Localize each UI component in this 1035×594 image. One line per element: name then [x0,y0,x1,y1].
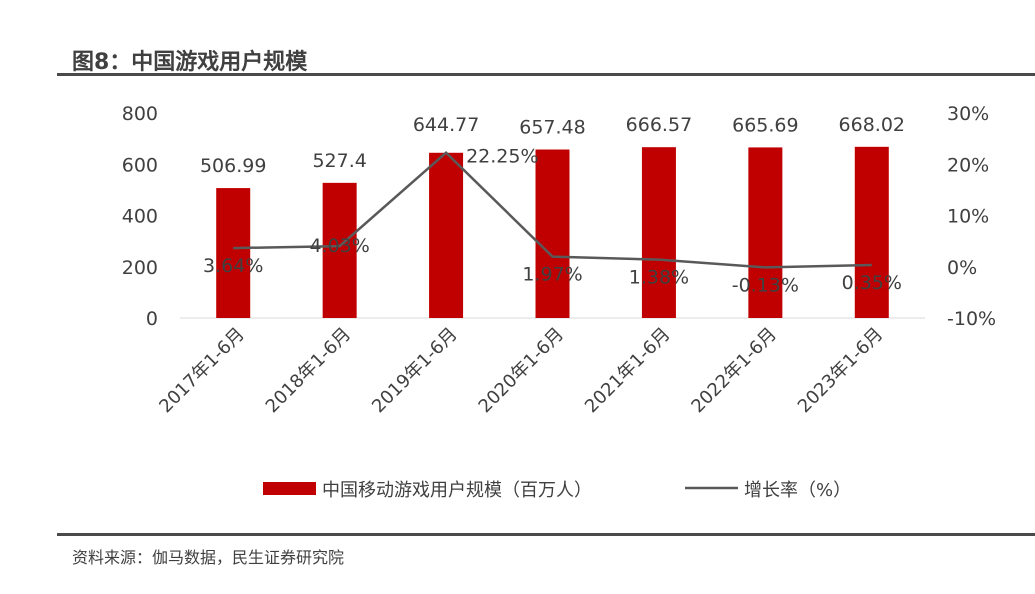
line-data-label: 3.64% [203,255,263,277]
bar-data-label: 644.77 [413,114,479,136]
x-axis-tick: 2022年1-6月 [687,324,780,417]
bar-data-label: 668.02 [839,114,905,136]
legend-line-label: 增长率（%） [744,480,851,501]
bar [535,149,570,318]
right-axis-tick: -10% [947,308,996,330]
x-axis-tick: 2020年1-6月 [475,324,568,417]
x-axis-tick: 2023年1-6月 [794,324,887,417]
line-data-label: -0.13% [732,274,799,296]
line-data-label: 22.25% [466,146,538,168]
x-axis-tick: 2019年1-6月 [368,324,461,417]
left-axis-tick: 200 [122,257,158,279]
bar-data-label: 657.48 [519,117,585,139]
bar-data-label: 665.69 [732,114,798,136]
figure-title: 图8：中国游戏用户规模 [72,50,308,75]
left-axis-tick: 600 [122,154,158,176]
left-axis-tick: 400 [122,206,158,228]
line-data-label: 0.35% [842,272,902,294]
bar-data-label: 527.4 [312,150,366,172]
bar [854,146,889,318]
right-axis-tick: 20% [947,154,989,176]
left-axis-tick: 800 [122,103,158,125]
bar-data-label: 506.99 [200,155,266,177]
bar [216,188,251,318]
right-axis-tick: 0% [947,257,977,279]
right-axis-tick: 30% [947,103,989,125]
bar [641,147,676,318]
right-axis-tick: 10% [947,206,989,228]
line-data-label: 4.03% [309,235,369,257]
growth-line [233,151,872,269]
x-axis-tick: 2018年1-6月 [262,324,355,417]
source-divider [57,533,1035,536]
source-note: 资料来源：伽马数据，民生证券研究院 [72,548,345,567]
left-axis-tick: 0 [146,308,158,330]
bar-data-label: 666.57 [626,114,692,136]
legend-bar-label: 中国移动游戏用户规模（百万人） [322,480,592,501]
bar [429,152,464,318]
line-data-label: 1.97% [522,264,582,286]
bar [748,147,783,318]
bar [322,182,357,318]
x-axis-tick: 2017年1-6月 [155,324,248,417]
legend-bar-swatch [263,482,316,495]
x-axis-tick: 2021年1-6月 [581,324,674,417]
title-divider [57,73,1035,76]
line-data-label: 1.38% [629,267,689,289]
